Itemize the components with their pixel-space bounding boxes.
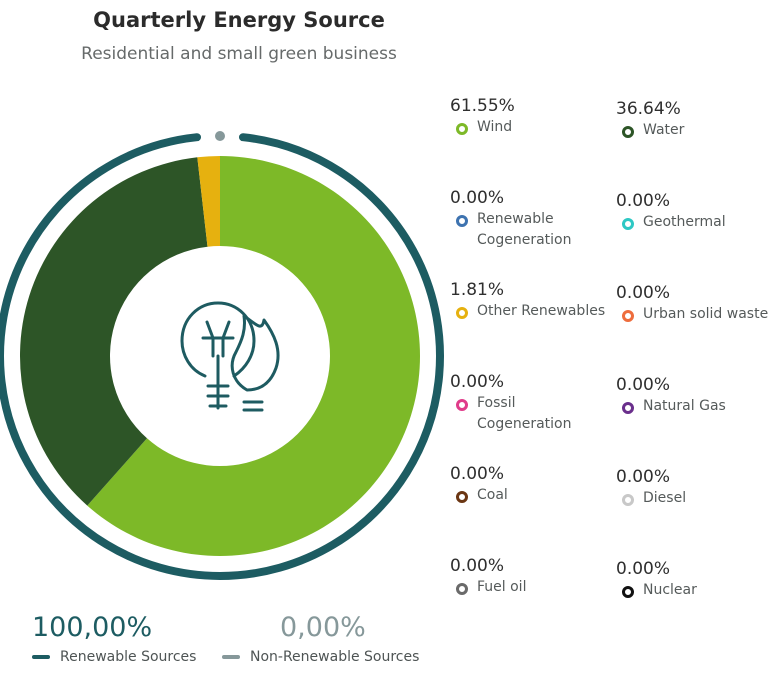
legend-label: Renewable Cogeneration — [477, 211, 572, 248]
legend-value: 0.00% — [616, 467, 671, 487]
slice-wind — [87, 156, 421, 556]
legend-label: Geothermal — [643, 214, 726, 230]
total-renewable-label: Renewable Sources — [60, 649, 197, 665]
legend-value: 0.00% — [450, 372, 505, 392]
legend-item-fossil-cogeneration: 0.00% Fossil Cogeneration — [450, 372, 610, 435]
legend-value: 0.00% — [616, 283, 671, 303]
legend-marker-icon — [456, 123, 468, 135]
legend-marker-icon — [622, 310, 634, 322]
legend-label: Wind — [477, 119, 513, 135]
legend-value: 0.00% — [616, 559, 671, 579]
legend-value: 0.00% — [616, 191, 671, 211]
legend-marker-icon — [622, 218, 634, 230]
total-renewable: 100,00% Renewable Sources — [32, 612, 196, 665]
legend-value: 0.00% — [450, 464, 505, 484]
legend-label: Fuel oil — [477, 579, 527, 595]
legend-marker-icon — [456, 215, 468, 227]
legend-item-other-renewables: 1.81% Other Renewables — [450, 280, 610, 322]
legend-item-coal: 0.00% Coal — [450, 464, 610, 506]
bulb-flame-icon — [180, 301, 280, 412]
legend-item-natural-gas: 0.00% Natural Gas — [616, 375, 768, 417]
donut-chart — [0, 131, 444, 580]
total-non-renewable-value: 0,00% — [280, 612, 366, 643]
legend-label: Water — [643, 122, 685, 138]
legend-value: 0.00% — [450, 556, 505, 576]
legend-marker-icon — [456, 491, 468, 503]
chart-subtitle: Residential and small green business — [81, 44, 397, 64]
slice-other-renewables — [197, 156, 220, 247]
slice-water — [20, 157, 208, 506]
chart-title: Quarterly Energy Source — [93, 8, 385, 32]
legend-value: 1.81% — [450, 280, 505, 300]
legend-label: Nuclear — [643, 582, 697, 598]
non-renewable-swatch — [222, 655, 240, 659]
legend-marker-icon — [622, 402, 634, 414]
legend-item-fuel-oil: 0.00% Fuel oil — [450, 556, 610, 598]
legend-label: Fossil Cogeneration — [477, 395, 572, 432]
legend-value: 0.00% — [450, 188, 505, 208]
legend-marker-icon — [456, 399, 468, 411]
total-non-renewable-label: Non-Renewable Sources — [250, 649, 420, 665]
legend-item-wind: 61.55% Wind — [450, 96, 610, 138]
legend-value: 36.64% — [616, 99, 681, 119]
ring-marker — [215, 131, 225, 141]
legend-label: Other Renewables — [477, 303, 606, 319]
chart-legend: 61.55% Wind 36.64% Water 0.00% Renewable Coge… — [450, 96, 768, 616]
total-renewable-value: 100,00% — [32, 612, 153, 643]
legend-item-diesel: 0.00% Diesel — [616, 467, 768, 509]
legend-marker-icon — [622, 126, 634, 138]
legend-label: Urban solid waste — [643, 306, 768, 322]
total-non-renewable: 0,00% Non-Renewable Sources — [222, 612, 419, 665]
legend-value: 61.55% — [450, 96, 515, 116]
legend-item-geothermal: 0.00% Geothermal — [616, 191, 768, 233]
legend-label: Coal — [477, 487, 508, 503]
legend-label: Natural Gas — [643, 398, 726, 414]
legend-marker-icon — [622, 494, 634, 506]
legend-marker-icon — [456, 307, 468, 319]
legend-value: 0.00% — [616, 375, 671, 395]
legend-label: Diesel — [643, 490, 687, 506]
legend-marker-icon — [622, 586, 634, 598]
legend-item-water: 36.64% Water — [616, 99, 768, 141]
ring-renewable-sources — [0, 133, 444, 580]
legend-marker-icon — [456, 583, 468, 595]
renewable-swatch — [32, 655, 50, 659]
legend-item-nuclear: 0.00% Nuclear — [616, 559, 768, 601]
legend-item-renewable-cogeneration: 0.00% Renewable Cogeneration — [450, 188, 610, 251]
legend-item-urban-solid-waste: 0.00% Urban solid waste — [616, 283, 768, 325]
